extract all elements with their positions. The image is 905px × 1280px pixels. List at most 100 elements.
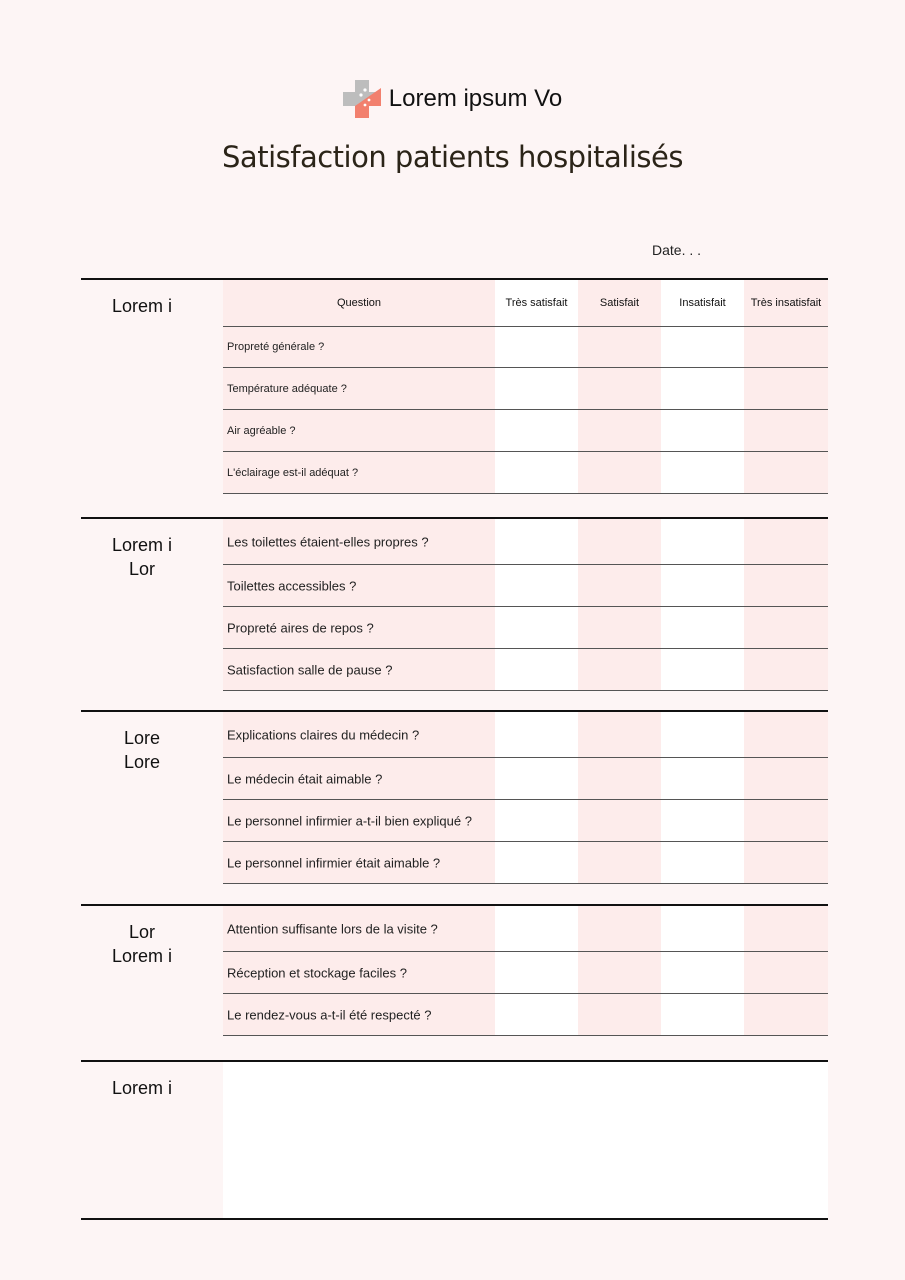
question-text: Le rendez-vous a-t-il été respecté ?	[227, 1007, 432, 1022]
rating-cell-insatisfait[interactable]	[661, 712, 744, 757]
rating-cell-satisfait[interactable]	[578, 800, 661, 841]
rating-cell-tres-insatisfait[interactable]	[744, 649, 828, 690]
rating-cell-tres-insatisfait[interactable]	[744, 519, 828, 564]
rating-cell-satisfait[interactable]	[578, 326, 661, 367]
column-bg	[661, 280, 744, 494]
question-row: Toilettes accessibles ?	[223, 565, 828, 607]
rating-cell-tres-insatisfait[interactable]	[744, 410, 828, 451]
rating-cell-tres-satisfait[interactable]	[495, 565, 578, 606]
question-row: Explications claires du médecin ?	[223, 712, 828, 758]
question-text: Propreté aires de repos ?	[227, 620, 374, 635]
rating-cell-tres-insatisfait[interactable]	[744, 326, 828, 367]
rating-cell-insatisfait[interactable]	[661, 565, 744, 606]
rating-cell-insatisfait[interactable]	[661, 906, 744, 951]
rating-cell-insatisfait[interactable]	[661, 410, 744, 451]
rating-cell-tres-insatisfait[interactable]	[744, 565, 828, 606]
rating-cell-tres-satisfait[interactable]	[495, 519, 578, 564]
question-text: Air agréable ?	[227, 424, 296, 437]
rating-cell-insatisfait[interactable]	[661, 368, 744, 409]
survey-section: Lore Lore Explications claires du médecin…	[81, 710, 828, 884]
rating-cell-tres-insatisfait[interactable]	[744, 800, 828, 841]
rating-cell-tres-insatisfait[interactable]	[744, 607, 828, 648]
rating-cell-tres-satisfait[interactable]	[495, 712, 578, 757]
rating-cell-tres-satisfait[interactable]	[495, 410, 578, 451]
question-row: L'éclairage est-il adéquat ?	[223, 452, 828, 494]
brand-name: Lorem ipsum Vo	[388, 85, 563, 112]
rating-cell-satisfait[interactable]	[578, 452, 661, 493]
rating-cell-tres-insatisfait[interactable]	[744, 368, 828, 409]
rating-cell-tres-insatisfait[interactable]	[744, 712, 828, 757]
rating-cell-tres-satisfait[interactable]	[495, 758, 578, 799]
question-row: Air agréable ?	[223, 410, 828, 452]
rating-cell-satisfait[interactable]	[578, 519, 661, 564]
rating-cell-satisfait[interactable]	[578, 410, 661, 451]
column-bg	[661, 519, 744, 691]
survey-section: Lorem i Lor Les toilettes étaient-elles p…	[81, 517, 828, 691]
rating-cell-insatisfait[interactable]	[661, 758, 744, 799]
rating-cell-tres-satisfait[interactable]	[495, 326, 578, 367]
column-bg	[661, 906, 744, 1036]
rating-cell-tres-satisfait[interactable]	[495, 906, 578, 951]
column-bg	[661, 712, 744, 884]
rating-cell-tres-satisfait[interactable]	[495, 952, 578, 993]
rating-cell-insatisfait[interactable]	[661, 326, 744, 367]
question-text: Température adéquate ?	[227, 382, 347, 395]
column-bg	[495, 280, 578, 494]
rating-cell-satisfait[interactable]	[578, 565, 661, 606]
rating-cell-insatisfait[interactable]	[661, 607, 744, 648]
rating-cell-satisfait[interactable]	[578, 994, 661, 1035]
column-header: Très satisfait	[505, 297, 568, 309]
rating-cell-insatisfait[interactable]	[661, 800, 744, 841]
question-text: Les toilettes étaient-elles propres ?	[227, 534, 429, 549]
rating-cell-insatisfait[interactable]	[661, 842, 744, 883]
question-row: Le rendez-vous a-t-il été respecté ?	[223, 994, 828, 1036]
column-bg	[223, 519, 495, 691]
rating-cell-insatisfait[interactable]	[661, 452, 744, 493]
rating-cell-tres-satisfait[interactable]	[495, 842, 578, 883]
rating-cell-tres-insatisfait[interactable]	[744, 842, 828, 883]
column-header: Insatisfait	[679, 297, 726, 309]
rating-cell-satisfait[interactable]	[578, 607, 661, 648]
question-text: Réception et stockage faciles ?	[227, 965, 407, 980]
medical-cross-logo-icon	[342, 80, 381, 118]
question-row: Les toilettes étaient-elles propres ?	[223, 519, 828, 565]
rating-cell-satisfait[interactable]	[578, 842, 661, 883]
question-text: Explications claires du médecin ?	[227, 727, 420, 742]
rating-cell-tres-insatisfait[interactable]	[744, 994, 828, 1035]
rating-cell-tres-satisfait[interactable]	[495, 649, 578, 690]
rating-cell-satisfait[interactable]	[578, 758, 661, 799]
section-label: Lorem i	[111, 296, 173, 316]
column-bg	[495, 712, 578, 884]
rating-cell-insatisfait[interactable]	[661, 994, 744, 1035]
question-text: Attention suffisante lors de la visite ?	[227, 921, 438, 936]
rating-cell-tres-satisfait[interactable]	[495, 607, 578, 648]
rating-cell-satisfait[interactable]	[578, 649, 661, 690]
rating-cell-tres-satisfait[interactable]	[495, 368, 578, 409]
column-header: Question	[336, 297, 382, 309]
question-text: L'éclairage est-il adéquat ?	[227, 466, 359, 479]
column-bg	[744, 712, 828, 884]
rating-cell-tres-insatisfait[interactable]	[744, 452, 828, 493]
comments-area[interactable]	[223, 1062, 828, 1220]
rating-cell-tres-insatisfait[interactable]	[744, 906, 828, 951]
rating-cell-satisfait[interactable]	[578, 368, 661, 409]
column-bg	[744, 906, 828, 1036]
question-row: Réception et stockage faciles ?	[223, 952, 828, 994]
rating-cell-tres-insatisfait[interactable]	[744, 758, 828, 799]
column-backgrounds	[223, 1062, 828, 1220]
survey-section: Lorem i	[81, 1060, 828, 1220]
rating-cell-satisfait[interactable]	[578, 952, 661, 993]
column-bg	[495, 519, 578, 691]
rating-cell-satisfait[interactable]	[578, 712, 661, 757]
rating-cell-tres-satisfait[interactable]	[495, 800, 578, 841]
rating-cell-tres-satisfait[interactable]	[495, 452, 578, 493]
rating-cell-tres-satisfait[interactable]	[495, 994, 578, 1035]
question-row: Le personnel infirmier a-t-il bien expli…	[223, 800, 828, 842]
rating-cell-tres-insatisfait[interactable]	[744, 952, 828, 993]
rating-cell-insatisfait[interactable]	[661, 952, 744, 993]
rating-cell-insatisfait[interactable]	[661, 519, 744, 564]
section-label: Lor Lorem i	[111, 922, 173, 966]
date-field[interactable]: Date. . .	[652, 242, 702, 258]
rating-cell-insatisfait[interactable]	[661, 649, 744, 690]
rating-cell-satisfait[interactable]	[578, 906, 661, 951]
